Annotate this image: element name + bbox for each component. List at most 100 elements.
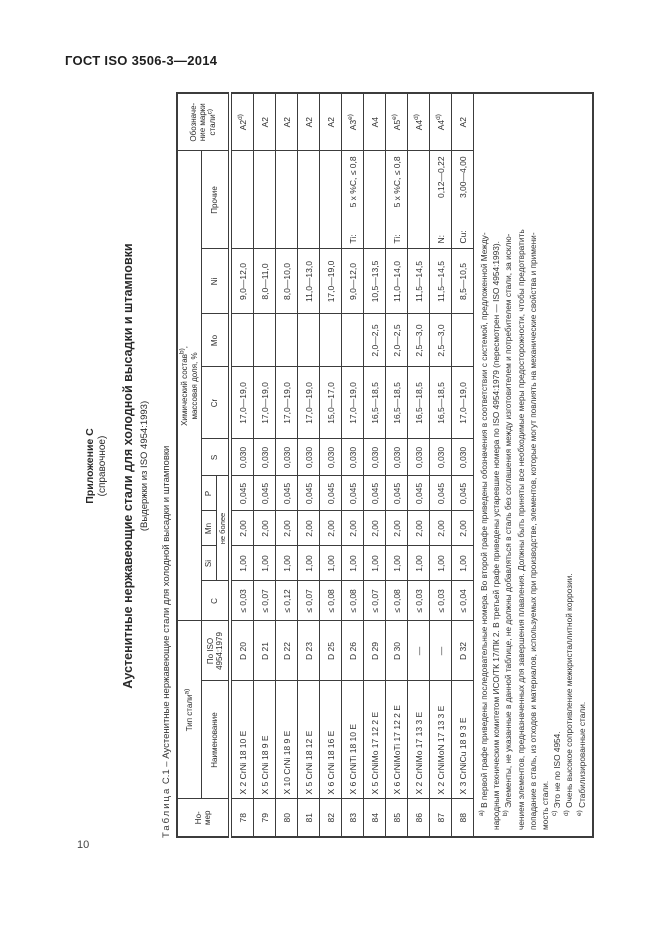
table-cell: D 22 [275,621,298,681]
table-cell: 1,00 [407,546,430,581]
footnote-line: чением элементов, предназначенных для за… [515,229,526,830]
table-cell: 0,030 [253,439,276,476]
table-cell: D 25 [319,621,342,681]
table-row: 86 X 2 CrNiMo 17 13 3 E — ≤ 0,03 1,00 2,00 0,0… [407,92,430,837]
table-cell: 11,5—14,5 [407,249,430,314]
table-cell: 86 [407,799,430,837]
table-cell: 8,0—10,0 [275,249,298,314]
footnote-line: е) Стабилизированные стали. [575,701,587,816]
table-cell: 2,00 [451,511,474,546]
table-cell [230,150,254,249]
table-cell: 2,5—3,0 [429,314,452,367]
table-cell: 80 [275,799,298,837]
table-cell: 17,0—19,0 [451,367,474,439]
footnote-line: попадание в сталь, из отходов и материал… [527,232,538,830]
table-cell: 2,00 [275,511,298,546]
table-cell [275,314,298,367]
footnote-line: народным техническим комитетом ИСО/ТК 17… [491,241,502,830]
table-cell: X 5 CrNi 18 12 E [297,681,320,799]
table-cell: 1,00 [451,546,474,581]
table-cell: 2,00 [363,511,386,546]
table-cell: N: 0,12—0,22 [429,150,452,249]
table-cell: 88 [451,799,474,837]
col-header-chromium: Cr [201,367,230,439]
table-cell: A4 [363,92,386,151]
footnote-line: d) Очень высокое сопротивление межкриста… [563,573,575,816]
table-cell: ≤ 0,03 [407,581,430,621]
table-cell: X 2 CrNiMoN 17 13 3 E [429,681,452,799]
table-cell: 17,0—19,0 [319,249,342,314]
table-cell: 85 [385,799,408,837]
table-cell: A4d) [407,92,430,151]
table-cell: 1,00 [275,546,298,581]
rotated-landscape-content: Приложение С (справочное) Аустенитные не… [82,91,608,838]
table-cell: 15,0—17,0 [319,367,342,439]
col-header-manganese: Mn [201,511,216,546]
table-cell: 82 [319,799,342,837]
table-cell: 1,00 [297,546,320,581]
table-cell: 79 [253,799,276,837]
appendix-label: Приложение С [84,428,96,504]
steel-grades-table: Но-мер Тип сталиа) Химический составb), м… [176,91,594,838]
table-cell: 0,030 [385,439,408,476]
table-cell: 1,00 [319,546,342,581]
table-cell: 1,00 [341,546,364,581]
table-cell: Cu: 3,00—4,00 [451,150,474,249]
table-cell: 0,045 [230,476,254,511]
table-cell: 17,0—19,0 [275,367,298,439]
table-cell [341,314,364,367]
table-cell: X 10 CrNi 18 9 E [275,681,298,799]
table-cell: 17,0—19,0 [230,367,254,439]
table-cell: 2,5—3,0 [407,314,430,367]
table-cell: 8,5—10,5 [451,249,474,314]
table-cell: 17,0—19,0 [341,367,364,439]
table-cell [451,314,474,367]
table-cell: 0,030 [363,439,386,476]
col-header-molybdenum: Mo [201,314,230,367]
table-cell: 8,0—11,0 [253,249,276,314]
table-cell: 0,045 [363,476,386,511]
table-cell: D 26 [341,621,364,681]
table-cell: 16,5—18,5 [385,367,408,439]
table-cell: 16,5—18,5 [407,367,430,439]
table-cell: A2 [253,92,276,151]
col-group-steel-type: Тип сталиа) [177,621,202,799]
table-cell: 2,00 [319,511,342,546]
doc-standard-number: ГОСТ ISO 3506-3—2014 [65,53,218,68]
table-cell: 11,0—13,0 [297,249,320,314]
table-cell: 16,5—18,5 [429,367,452,439]
table-cell: A2 [319,92,342,151]
table-cell: 0,045 [385,476,408,511]
table-cell [253,314,276,367]
table-cell: 1,00 [230,546,254,581]
col-header-name: Наименование [201,681,230,799]
table-cell: A4d) [429,92,452,151]
table-cell [407,150,430,249]
table-cell: 1,00 [385,546,408,581]
table-cell: D 30 [385,621,408,681]
table-cell: ≤ 0,07 [253,581,276,621]
table-cell: 2,0—2,5 [363,314,386,367]
table-caption-text: С.1 – Аустенитные нержавеющие стали для … [161,445,172,787]
table-cell: 1,00 [363,546,386,581]
col-header-carbon: C [201,581,230,621]
table-caption: Таблица С.1 – Аустенитные нержавеющие ст… [161,94,172,838]
table-cell: 84 [363,799,386,837]
table-cell: 2,0—2,5 [385,314,408,367]
table-cell [253,150,276,249]
table-cell [297,150,320,249]
table-cell: ≤ 0,04 [451,581,474,621]
table-cell: 0,045 [407,476,430,511]
col-header-iso-4954: По ISO 4954:1979 [201,621,230,681]
table-cell: — [429,621,452,681]
table-cell: 2,00 [230,511,254,546]
table-cell: 78 [230,799,254,837]
table-cell: A3е) [341,92,364,151]
table-cell: 0,030 [275,439,298,476]
table-cell: ≤ 0,03 [429,581,452,621]
table-cell: ≤ 0,03 [230,581,254,621]
